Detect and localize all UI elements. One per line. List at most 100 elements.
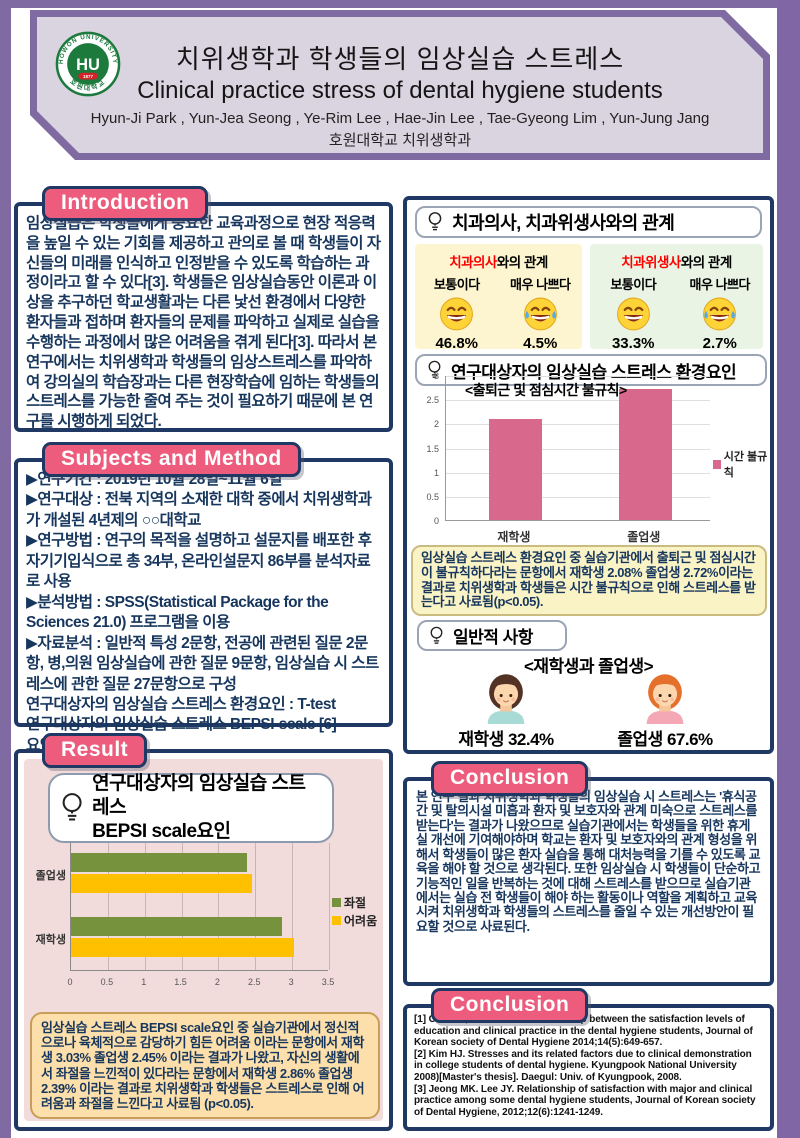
category-label: 재학생 xyxy=(35,934,66,946)
answer-value: 4.5% xyxy=(523,335,558,352)
result-chart-title-line2: BEPSI scale요인 xyxy=(92,820,231,842)
frame-top xyxy=(0,0,800,8)
laughing-emoji-icon xyxy=(616,297,650,331)
university-logo: HOWON UNIVERSITY 호원대학교 HU 1877 xyxy=(55,31,121,97)
y-tick-label: 2.5 xyxy=(426,395,439,406)
y-tick-label: 2 xyxy=(433,419,439,430)
female-graduate-avatar xyxy=(646,674,684,724)
category-label: 졸업생 xyxy=(35,870,66,882)
lightbulb-icon xyxy=(62,793,82,821)
gridline xyxy=(446,400,710,402)
general-subtitle: <재학생과 졸업생> xyxy=(523,657,654,676)
bar-졸업생 xyxy=(618,388,672,520)
legend-entry: 좌절 xyxy=(332,894,377,911)
graduate-figure: 졸업생 67.6% xyxy=(589,668,741,750)
header-inner: HOWON UNIVERSITY 호원대학교 HU 1877 치위생학과 학생들… xyxy=(37,17,763,153)
dentist-item-verybad: 매우 나쁘다 4.5% xyxy=(499,274,583,352)
x-tick-label: 3.5 xyxy=(321,977,335,987)
hygienist-accent: 치과위생사 xyxy=(621,255,681,270)
reference-item: [3] Jeong MK. Lee JY. Relationship of sa… xyxy=(414,1083,756,1118)
section-references: Conclusion [1] Cho MS, Kim CS. The relat… xyxy=(403,988,774,1131)
dentist-rest: 와의 관계 xyxy=(496,255,548,270)
gridline xyxy=(292,843,294,970)
current-student-label: 재학생 32.4% xyxy=(458,730,554,749)
y-tick-label: 1 xyxy=(433,467,439,478)
frame-right xyxy=(777,0,800,1138)
category-label: 재학생 xyxy=(497,530,531,544)
right-column-box: 치과의사, 치과위생사와의 관계 치과의사와의 관계 보통이다 46.8% xyxy=(403,196,774,754)
female-student-avatar xyxy=(487,674,525,724)
authors-line: Hyun-Ji Park , Yun-Jea Seong , Ye-Rim Le… xyxy=(90,110,710,127)
answer-value: 46.8% xyxy=(435,335,479,352)
header-banner: HOWON UNIVERSITY 호원대학교 HU 1877 치위생학과 학생들… xyxy=(30,10,770,160)
bar-재학생 xyxy=(488,419,542,520)
conclusion-body: 본 연구 결과 치위생학과 학생들의 임상실습 시 스트레스는 '휴식공간 및 … xyxy=(403,777,774,986)
answer-label: 매우 나쁘다 xyxy=(689,277,751,292)
answer-value: 33.3% xyxy=(611,335,655,352)
gridline xyxy=(446,496,710,498)
bar-어려움 xyxy=(71,938,295,957)
affiliation-line: 호원대학교 치위생학과 xyxy=(328,132,472,149)
x-tick-label: 2 xyxy=(214,977,220,987)
lightbulb-icon xyxy=(428,212,442,231)
legend-entry: 어려움 xyxy=(332,912,377,929)
dentist-item-normal: 보통이다 46.8% xyxy=(415,274,499,352)
result-badge: Result xyxy=(42,733,148,768)
y-tick-label: 0.5 xyxy=(426,491,439,502)
gridline xyxy=(107,843,109,970)
section-result: Result 연구대상자의 임상실습 스트레스 BEPSI scale요인 0 0… xyxy=(14,733,393,1131)
x-tick-label: 1 xyxy=(141,977,147,987)
reference-item: [2] Kim HJ. Stresses and its related fac… xyxy=(414,1048,752,1083)
section-conclusion: Conclusion 본 연구 결과 치위생학과 학생들의 임상실습 시 스트레… xyxy=(403,761,774,986)
y-tick-label: 0 xyxy=(433,516,439,526)
logo-abbr: HU xyxy=(76,56,100,74)
dentist-relation-panel: 치과의사와의 관계 보통이다 46.8% 매우 나쁘다 xyxy=(415,244,583,352)
env-plot-area xyxy=(445,376,710,521)
lightbulb-icon xyxy=(430,626,443,644)
y-tick-label: 3 xyxy=(433,371,439,381)
gridline xyxy=(255,843,257,970)
y-tick-label: 1.5 xyxy=(426,443,439,454)
x-tick-label: 0.5 xyxy=(100,977,114,987)
bepsi-bar-chart: 0 0.5 1 1.5 2 2.5 3 3.5 졸업생 재학생 좌절 어려움 xyxy=(18,841,388,1017)
methods-badge: Subjects and Method xyxy=(42,442,301,477)
result-chart-title-line1: 연구대상자의 임상실습 스트레스 xyxy=(92,773,306,819)
x-tick-label: 0 xyxy=(67,977,73,987)
relations-title: 치과의사, 치과위생사와의 관계 xyxy=(415,206,762,238)
x-tick-label: 1.5 xyxy=(174,977,187,987)
env-chart-subtitle: <출퇴근 및 점심시간 불규칙> xyxy=(465,382,627,398)
frame-left xyxy=(0,0,11,1138)
legend-swatch xyxy=(332,898,341,907)
general-info-title-text: 일반적 사항 xyxy=(453,628,533,647)
gridline xyxy=(144,843,146,970)
graduate-label: 졸업생 67.6% xyxy=(617,730,713,749)
result-box: 연구대상자의 임상실습 스트레스 BEPSI scale요인 0 0.5 1 1.5 2… xyxy=(14,749,393,1131)
section-methods: Subjects and Method ▶연구기간 : 2019년 10월 28… xyxy=(14,442,393,754)
answer-label: 매우 나쁘다 xyxy=(510,277,571,292)
introduction-badge: Introduction xyxy=(42,186,209,221)
references-box: [1] Cho MS, Kim CS. The relationship bet… xyxy=(403,1004,774,1131)
tears-of-joy-emoji-icon xyxy=(523,297,557,331)
hygienist-item-verybad: 매우 나쁘다 2.7% xyxy=(677,274,764,352)
gridline xyxy=(218,843,220,970)
hygienist-rest: 와의 관계 xyxy=(680,255,732,270)
env-bar-chart: 0 0.5 1 1.5 2 2.5 3 재학생 졸업생 <출퇴근 및 점심시간 불규칙> 시간 불규… xyxy=(407,370,770,560)
bar-좌절 xyxy=(71,853,248,872)
hygienist-relation-panel: 치과위생사와의 관계 보통이다 33.3% 매우 나쁘다 xyxy=(590,244,764,352)
answer-value: 2.7% xyxy=(702,335,737,352)
general-info-title: 일반적 사항 xyxy=(417,620,567,651)
x-tick-label: 3 xyxy=(288,977,294,987)
bepsi-plot-area xyxy=(70,843,330,971)
gridline xyxy=(446,448,710,450)
bar-어려움 xyxy=(71,874,252,893)
hygienist-item-normal: 보통이다 33.3% xyxy=(590,274,677,352)
gridline xyxy=(446,424,710,426)
relations-title-text: 치과의사, 치과위생사와의 관계 xyxy=(452,213,675,233)
dentist-accent: 치과의사 xyxy=(449,255,497,270)
legend-swatch xyxy=(332,916,341,925)
logo-year: 1877 xyxy=(83,74,93,79)
legend: 좌절 어려움 xyxy=(332,893,377,930)
legend: 시간 불규칙 xyxy=(713,448,770,480)
poster-title-korean: 치위생학과 학생들의 임상실습 스트레스 xyxy=(175,44,625,74)
